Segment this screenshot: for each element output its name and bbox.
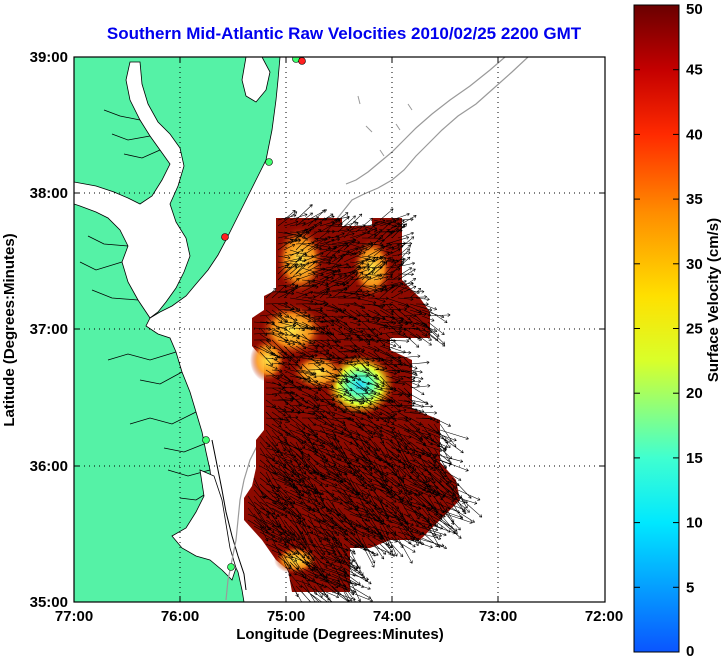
plot-area: 77:00 76:00 75:00 74:00 73:00 72:00 39:0… [1,49,623,643]
station-marker [227,563,235,571]
velocity-arrows [247,204,483,602]
x-tick-label: 74:00 [373,608,411,625]
colorbar-tick-label: 15 [686,450,703,467]
station-marker [265,158,273,166]
barrier-islands [211,439,247,591]
y-tick-label: 39:00 [30,49,68,66]
colorbar-tick-label: 35 [686,191,703,208]
colorbar-tick-label: 50 [686,1,703,18]
colorbar-tick-label: 25 [686,321,703,338]
station-marker [298,57,306,65]
colorbar-gradient [633,4,680,653]
axis-ticks [74,57,605,602]
colorbar-tick-label: 40 [686,126,703,143]
chart-title: Southern Mid-Atlantic Raw Velocities 201… [107,24,582,43]
colorbar-tick-label: 45 [686,62,703,79]
colorbar-title: Surface Velocity (cm/s) [705,218,722,382]
x-tick-label: 77:00 [55,608,93,625]
x-tick-label: 76:00 [161,608,199,625]
colorbar-tick-label: 30 [686,256,703,273]
albemarle-pamlico-sound [171,469,237,581]
delaware-bay [241,57,271,103]
velocity-field [244,204,483,602]
colorbar-tick-label: 0 [686,643,694,659]
colorbar-tick-label: 10 [686,515,703,532]
y-tick-label: 37:00 [30,321,68,338]
x-tick-label: 73:00 [479,608,517,625]
velocity-hotspot [352,238,392,298]
y-tick-label: 38:00 [30,185,68,202]
y-tick-label: 35:00 [30,594,68,611]
colorbar-tick-label: 20 [686,385,703,402]
station-marker [221,233,229,241]
x-tick-label: 72:00 [585,608,623,625]
station-marker [202,436,210,444]
y-axis-title: Latitude (Degrees:Minutes) [1,233,18,426]
y-tick-label: 36:00 [30,458,68,475]
river-lines [79,109,213,501]
isobath-spots [357,95,413,157]
grid-lines [74,57,605,602]
velocity-arrow-paths [247,204,483,602]
x-axis-title: Longitude (Degrees:Minutes) [236,626,444,643]
x-tick-label: 75:00 [267,608,305,625]
colorbar-tick-label: 5 [686,579,694,596]
